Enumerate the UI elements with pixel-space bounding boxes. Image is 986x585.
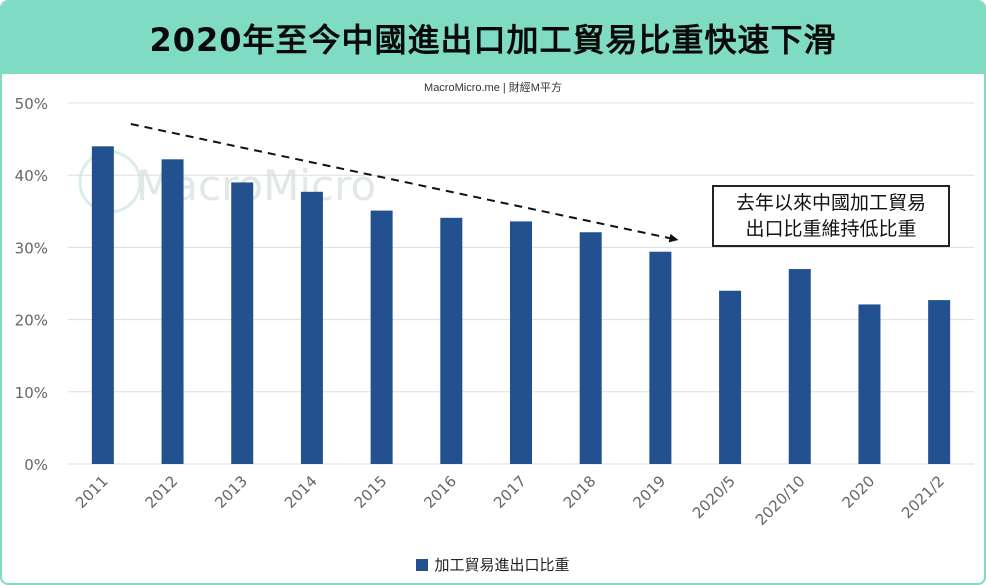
trend-arrow-head-icon [668,233,679,243]
bar [788,269,811,464]
x-tick-label: 2012 [142,472,182,512]
y-tick-label: 0% [24,456,48,474]
chart-title: 2020年至今中國進出口加工貿易比重快速下滑 [149,21,837,59]
source-label: MacroMicro.me | 財經M平方 [424,82,562,94]
bar [300,191,323,464]
title-bar: 2020年至今中國進出口加工貿易比重快速下滑 [2,2,984,74]
legend-label: 加工貿易進出口比重 [434,556,570,574]
y-tick-label: 20% [15,312,48,330]
y-tick-label: 10% [15,384,48,402]
bar [858,304,881,464]
x-tick-label: 2013 [211,472,251,512]
x-tick-label: 2018 [560,472,600,512]
y-tick-label: 30% [15,239,48,257]
legend-swatch [416,558,429,571]
trend-arrow-line [130,123,679,241]
annotation-line-1: 去年以來中國加工貿易 [735,192,926,214]
legend: 加工貿易進出口比重 [2,554,984,575]
bar [161,159,184,465]
x-tick-label: 2020/10 [752,472,809,529]
x-tick-label: 2020/5 [689,472,739,522]
bar [370,210,393,464]
bar [649,251,672,464]
x-tick-label: 2016 [420,472,460,512]
x-tick-label: 2011 [72,472,112,512]
bar [928,300,951,464]
bar [579,232,602,464]
x-tick-label: 2021/2 [898,472,948,522]
x-tick-label: 2015 [351,472,391,512]
y-tick-label: 40% [15,167,48,185]
y-tick-label: 50% [15,95,48,113]
annotation-line-2: 出口比重維持低比重 [745,218,917,240]
bar [440,217,463,464]
x-tick-label: 2020 [839,472,879,512]
x-tick-label: 2019 [629,472,669,512]
annotation-box: 去年以來中國加工貿易 出口比重維持低比重 [712,185,950,247]
x-tick-label: 2014 [281,472,321,512]
bar [231,182,254,465]
bar [510,221,532,464]
bar [91,146,114,464]
x-tick-label: 2017 [490,472,530,512]
bar [719,290,742,464]
